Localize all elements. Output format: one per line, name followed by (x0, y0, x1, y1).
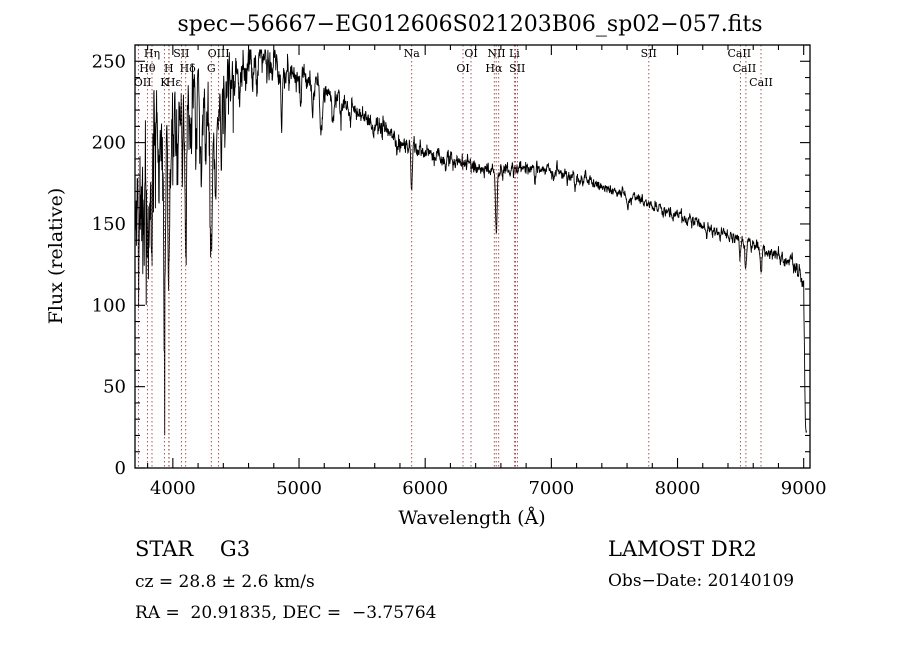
y-tick-label: 150 (92, 214, 126, 235)
spectral-line-label: Hη (144, 47, 160, 60)
spectral-line-label: OIII (208, 47, 230, 60)
ra-dec-value: RA = 20.91835, DEC = −3.75764 (135, 603, 437, 623)
y-tick-label: 0 (115, 458, 126, 479)
spectral-line-label: OI (464, 47, 477, 60)
spectral-line-label: Li (509, 47, 520, 60)
spectral-line-label: SII (641, 47, 657, 60)
cz-value: cz = 28.8 ± 2.6 km/s (135, 572, 315, 592)
figure-title: spec−56667−EG012606S021203B06_sp02−057.f… (178, 12, 763, 37)
spectral-line-label: Na (404, 47, 421, 60)
spectral-line-label: Hα (485, 62, 503, 75)
plot-frame (134, 44, 811, 469)
spectral-line-label: SII (173, 47, 189, 60)
spectral-line-label: H (164, 62, 174, 75)
y-tick-label: 200 (92, 133, 126, 154)
y-tick-label: 250 (92, 51, 126, 72)
x-tick-label: 6000 (402, 478, 448, 499)
x-axis-label: Wavelength (Å) (398, 507, 545, 529)
y-tick-label: 100 (92, 295, 126, 316)
spectral-line-label: CaII (727, 47, 751, 60)
spectral-line-label: CaII (749, 76, 773, 89)
x-tick-label: 8000 (655, 478, 701, 499)
spectral-line-label: Hδ (180, 62, 197, 75)
y-tick-label: 50 (103, 377, 126, 398)
obs-date: Obs−Date: 20140109 (608, 571, 794, 591)
classification-label: STAR G3 (135, 537, 250, 561)
spectral-line-label: CaII (733, 62, 757, 75)
y-axis-label: Flux (relative) (45, 188, 67, 325)
spectral-line-label: G (207, 62, 216, 75)
survey-label: LAMOST DR2 (608, 537, 757, 561)
x-tick-label: 4000 (150, 478, 196, 499)
x-tick-label: 7000 (528, 478, 574, 499)
spectral-line-label: SII (509, 62, 525, 75)
x-tick-label: 9000 (781, 478, 827, 499)
spectral-line-label: K (160, 76, 169, 89)
x-tick-label: 5000 (276, 478, 322, 499)
spectral-line-label: Hθ (139, 62, 156, 75)
spectral-line-label: Hε (166, 76, 182, 89)
spectral-line-label: OI (456, 62, 469, 75)
